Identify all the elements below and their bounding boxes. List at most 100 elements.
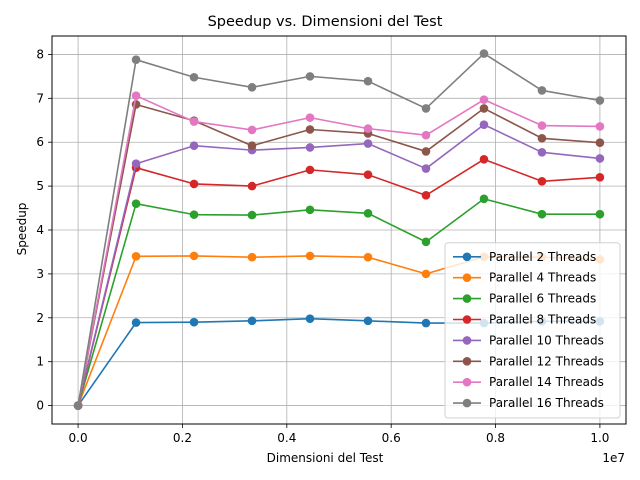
y-tick-label: 7 bbox=[36, 91, 44, 105]
data-point bbox=[363, 124, 373, 133]
data-point bbox=[305, 314, 315, 323]
data-point bbox=[305, 251, 315, 261]
data-point bbox=[189, 317, 199, 327]
data-point bbox=[305, 125, 315, 134]
legend-swatch-marker bbox=[462, 336, 472, 345]
data-point bbox=[189, 251, 199, 261]
y-tick-label: 0 bbox=[36, 399, 44, 413]
legend-item: Parallel 8 Threads bbox=[453, 313, 596, 327]
y-tick-label: 5 bbox=[36, 179, 44, 193]
legend-item: Parallel 16 Threads bbox=[453, 396, 604, 410]
data-point bbox=[189, 141, 199, 151]
data-point bbox=[479, 155, 489, 164]
x-tick-label: 0.4 bbox=[277, 431, 296, 445]
data-point bbox=[595, 138, 605, 147]
data-point bbox=[247, 181, 257, 191]
data-point bbox=[363, 76, 373, 86]
legend-item: Parallel 2 Threads bbox=[453, 250, 596, 264]
data-point bbox=[479, 95, 489, 104]
series-8 bbox=[73, 49, 605, 410]
legend-label: Parallel 4 Threads bbox=[489, 271, 596, 285]
y-tick-label: 6 bbox=[36, 135, 44, 149]
data-point bbox=[189, 72, 199, 82]
data-point bbox=[537, 209, 547, 219]
data-point bbox=[247, 210, 257, 220]
data-point bbox=[421, 130, 431, 140]
series-line bbox=[77, 52, 601, 406]
data-point bbox=[247, 252, 257, 262]
data-point bbox=[421, 237, 431, 247]
data-point bbox=[189, 179, 199, 189]
x-tick-label: 0.2 bbox=[173, 431, 192, 445]
legend-swatch-marker bbox=[462, 273, 472, 283]
x-axis-title: Dimensioni del Test bbox=[267, 451, 384, 465]
data-point bbox=[537, 133, 547, 143]
data-point bbox=[363, 139, 373, 148]
data-point bbox=[479, 49, 489, 58]
data-point bbox=[305, 72, 315, 81]
data-point bbox=[479, 104, 489, 113]
legend-swatch-marker bbox=[462, 315, 472, 324]
legend-label: Parallel 14 Threads bbox=[489, 375, 604, 389]
chart-title: Speedup vs. Dimensioni del Test bbox=[208, 14, 443, 30]
ticks: 0.0 0.2 0.4 0.6 0.8 1.0 0 1 2 3 4 5 6 7 8 bbox=[36, 47, 609, 445]
legend-label: Parallel 10 Threads bbox=[489, 333, 604, 347]
data-point bbox=[131, 55, 141, 65]
legend-label: Parallel 12 Threads bbox=[489, 354, 604, 368]
legend-label: Parallel 6 Threads bbox=[489, 292, 596, 306]
legend-item: Parallel 4 Threads bbox=[453, 271, 596, 285]
data-point bbox=[363, 252, 373, 262]
legend: Parallel 2 Threads Parallel 4 Threads Para… bbox=[444, 242, 621, 419]
y-axis-title: Speedup bbox=[15, 203, 29, 256]
legend-item: Parallel 10 Threads bbox=[453, 333, 604, 347]
data-point bbox=[305, 143, 315, 152]
data-point bbox=[305, 165, 315, 175]
data-point bbox=[421, 191, 431, 200]
data-point bbox=[363, 316, 373, 326]
data-point bbox=[247, 83, 257, 92]
data-point bbox=[247, 141, 257, 151]
y-tick-label: 3 bbox=[36, 267, 44, 281]
y-tick-label: 2 bbox=[36, 311, 44, 325]
data-point bbox=[131, 199, 141, 208]
series-line bbox=[77, 103, 600, 406]
y-tick-label: 1 bbox=[36, 355, 44, 369]
data-point bbox=[421, 269, 431, 279]
data-point bbox=[131, 318, 141, 327]
data-point bbox=[595, 96, 605, 105]
series-line bbox=[77, 158, 600, 406]
y-tick-label: 4 bbox=[36, 223, 44, 237]
legend-swatch-marker bbox=[462, 294, 472, 303]
x-tick-label: 1.0 bbox=[590, 431, 609, 445]
legend-frame bbox=[444, 242, 621, 419]
series-line bbox=[77, 94, 600, 406]
legend-label: Parallel 8 Threads bbox=[489, 313, 596, 327]
data-point bbox=[363, 170, 373, 179]
data-point bbox=[537, 148, 547, 157]
legend-item: Parallel 14 Threads bbox=[453, 375, 604, 389]
y-tick-label: 8 bbox=[36, 47, 44, 61]
data-point bbox=[537, 86, 547, 95]
series-3 bbox=[73, 194, 605, 410]
data-point bbox=[305, 205, 315, 215]
legend-swatch-marker bbox=[462, 377, 472, 387]
data-point bbox=[595, 122, 605, 131]
data-point bbox=[131, 91, 141, 100]
legend-label: Parallel 16 Threads bbox=[489, 396, 604, 410]
data-point bbox=[537, 176, 547, 186]
data-point bbox=[247, 125, 257, 135]
data-point bbox=[595, 173, 605, 182]
legend-label: Parallel 2 Threads bbox=[489, 250, 596, 264]
data-point bbox=[421, 318, 431, 328]
data-point bbox=[189, 210, 199, 219]
data-point bbox=[595, 154, 605, 163]
data-point bbox=[363, 209, 373, 218]
data-point bbox=[131, 252, 141, 261]
data-point bbox=[421, 147, 431, 156]
x-axis-offset-label: 1e7 bbox=[602, 451, 625, 465]
legend-item: Parallel 12 Threads bbox=[453, 354, 604, 368]
data-point bbox=[537, 121, 547, 130]
x-tick-label: 0.0 bbox=[69, 431, 88, 445]
data-point bbox=[131, 159, 141, 169]
